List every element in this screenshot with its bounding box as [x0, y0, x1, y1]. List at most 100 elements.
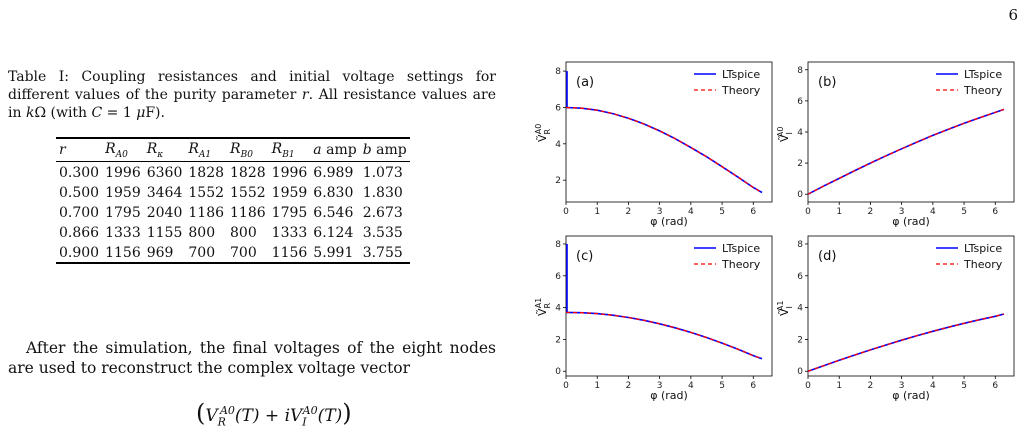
- table-cell: 1.073: [362, 164, 403, 181]
- chart-panel: 0 1 2 3 4 5 6 0 2 4 6 8 φ (rad) ṼIA1 (d) LTspice Theory: [776, 235, 1015, 402]
- table-cell: 0.900: [56, 241, 103, 264]
- y-tick-label: 8: [797, 66, 803, 76]
- x-axis-label: φ (rad): [650, 215, 688, 228]
- table-cell: 1959: [271, 184, 308, 201]
- table-cell: 1186: [230, 204, 266, 221]
- y-tick-label: 0: [555, 367, 561, 377]
- series-theory-line: [807, 108, 1005, 195]
- y-tick-label: 6: [797, 97, 803, 107]
- table-cell: 1.830: [362, 184, 403, 201]
- body-paragraph: After the simulation, the final voltages…: [8, 339, 496, 377]
- y-axis-label: ṼRA0: [534, 124, 552, 142]
- x-tick-label: 6: [750, 381, 756, 391]
- table-row: 0.900 1156 969 700 700 1156 5.991 3.755: [56, 241, 410, 264]
- x-tick-label: 1: [594, 381, 600, 391]
- table-cell: 1333: [105, 224, 141, 241]
- x-tick-label: 6: [992, 381, 998, 391]
- figure-panels: 0 1 2 3 4 5 6 2 4 6 8 φ (rad) ṼRA0 (a) LTspice Theory 0 1…: [534, 61, 1015, 402]
- table-cell: 6.830: [313, 184, 354, 201]
- table-cell: 800: [230, 224, 257, 241]
- chart-panel: 0 1 2 3 4 5 6 2 4 6 8 φ (rad) ṼRA0 (a) LTspice Theory: [534, 61, 773, 228]
- y-tick-label: 2: [797, 335, 803, 345]
- x-tick-label: 6: [750, 207, 756, 217]
- col-rb0: RB0: [227, 136, 269, 162]
- table-cell: 1156: [268, 241, 311, 264]
- x-tick-label: 2: [626, 381, 632, 391]
- y-axis-label: ṼRA1: [534, 298, 552, 316]
- y-axis-label: ṼIA1: [776, 301, 794, 316]
- equation: (VRA0(T) + iVIA0(T)): [196, 399, 352, 429]
- y-tick-label: 4: [555, 140, 561, 150]
- table-cell: 700: [185, 241, 228, 264]
- series-ltspice-line: [565, 106, 763, 194]
- chart-panel: 0 1 2 3 4 5 6 0 2 4 6 8 φ (rad) ṼRA1 (c) LTspice Theory: [534, 235, 773, 402]
- y-tick-label: 6: [555, 272, 561, 282]
- table-cell: 0.700: [59, 204, 100, 221]
- table-cell: 1828: [230, 164, 266, 181]
- table-cell: 2040: [146, 204, 183, 221]
- table-row: 0.500 1959 3464 1552 1552 1959 6.830 1.830: [56, 182, 410, 202]
- x-axis-label: φ (rad): [892, 215, 930, 228]
- col-rb1: RB1: [268, 136, 311, 162]
- x-tick-label: 4: [688, 381, 694, 391]
- y-tick-label: 4: [555, 304, 561, 314]
- table-cell: 6.124: [313, 224, 354, 241]
- table-cell: 1828: [188, 164, 225, 181]
- x-tick-label: 1: [594, 207, 600, 217]
- plot-frame: [807, 61, 1015, 203]
- table-cell: 3.535: [362, 224, 403, 241]
- x-tick-label: 5: [719, 207, 725, 217]
- legend-theory-label: Theory: [721, 258, 761, 271]
- x-tick-label: 3: [657, 207, 663, 217]
- table-cell: 1996: [105, 164, 141, 181]
- panel-label: (b): [818, 75, 836, 90]
- x-tick-label: 0: [805, 207, 811, 217]
- x-tick-label: 2: [868, 381, 874, 391]
- x-tick-label: 3: [657, 381, 663, 391]
- x-tick-label: 0: [805, 381, 811, 391]
- table-cell: 6.546: [313, 204, 354, 221]
- x-tick-label: 4: [930, 207, 936, 217]
- table-cell: 1996: [271, 164, 308, 181]
- x-tick-label: 3: [899, 207, 905, 217]
- x-tick-label: 1: [836, 381, 842, 391]
- y-tick-label: 4: [797, 128, 803, 138]
- x-tick-label: 2: [626, 207, 632, 217]
- panel-label: (d): [818, 249, 836, 264]
- x-axis-label: φ (rad): [650, 389, 688, 402]
- y-tick-label: 0: [797, 190, 803, 200]
- col-ra0: RA0: [102, 136, 144, 162]
- series-theory-line: [565, 311, 763, 360]
- table-cell: 1959: [105, 184, 141, 201]
- table-cell: 700: [227, 241, 269, 264]
- table-cell: 0.300: [59, 164, 100, 181]
- x-tick-label: 2: [868, 207, 874, 217]
- panel-label: (c): [576, 249, 593, 264]
- col-ra1: RA1: [185, 136, 228, 162]
- series-ltspice-line: [807, 313, 1005, 372]
- y-tick-label: 8: [797, 240, 803, 250]
- y-tick-label: 6: [555, 103, 561, 113]
- legend-ltspice-label: LTspice: [964, 68, 1002, 81]
- table-cell: 1552: [188, 184, 225, 201]
- table-cell: 1795: [105, 204, 141, 221]
- panel-label: (a): [576, 75, 594, 90]
- y-tick-label: 6: [797, 272, 803, 282]
- table-row: 0.866 1333 1155 800 800 1333 6.124 3.535: [56, 222, 410, 242]
- x-tick-label: 0: [563, 381, 569, 391]
- table-cell: 800: [188, 224, 216, 241]
- plot-frame: [807, 235, 1015, 377]
- x-tick-label: 6: [992, 207, 998, 217]
- legend-ltspice-label: LTspice: [722, 68, 760, 81]
- y-tick-label: 2: [797, 159, 803, 169]
- table-header-row: r RA0 Rκ RA1 RB0 RB1 a amp b amp: [56, 136, 410, 162]
- col-r: r: [56, 136, 103, 162]
- table-caption: Table I: Coupling resistances and initia…: [8, 69, 496, 121]
- y-tick-label: 8: [555, 240, 561, 250]
- y-tick-label: 2: [555, 176, 561, 186]
- table-cell: 0.500: [59, 184, 100, 201]
- col-a-amp: a amp: [310, 136, 360, 162]
- x-tick-label: 4: [688, 207, 694, 217]
- plot-frame: [565, 235, 773, 377]
- table-cell: 6360: [146, 164, 183, 181]
